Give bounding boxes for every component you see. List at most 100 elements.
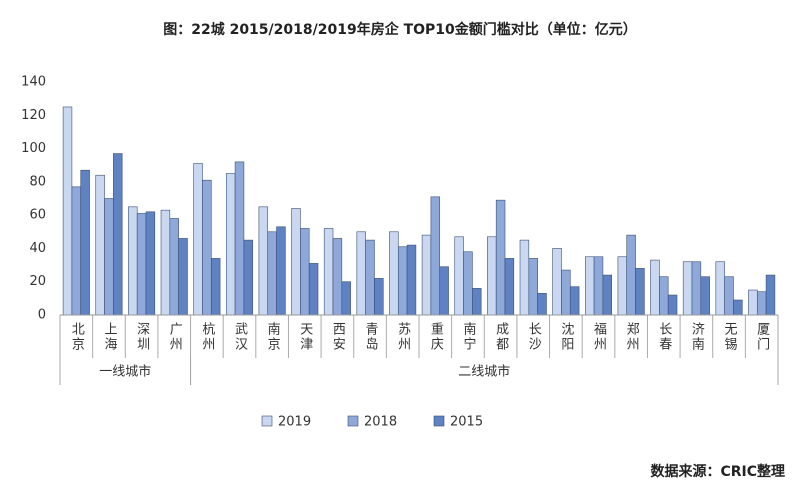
x-tick-label: 广州 [167,322,183,352]
x-tick-label: 杭州 [199,322,215,352]
bar [537,293,547,316]
bar [300,228,310,316]
x-tick-label: 重庆 [428,321,444,352]
bar [95,174,105,316]
bar [160,209,171,316]
bar [210,258,221,316]
bar [667,294,678,316]
x-tick-label: 西安 [330,322,346,352]
bar [365,239,375,316]
bar [276,226,286,316]
x-tick-label: 成都 [493,322,509,352]
x-tick-label: 武汉 [232,322,248,352]
y-tick-label: 120 [21,108,46,123]
legend-swatch [261,415,273,427]
legend-label: 2018 [364,415,397,430]
bar [145,211,156,316]
bar [323,228,334,316]
x-tick-label: 郑州 [624,322,640,352]
bar [291,208,301,316]
bar [650,259,660,316]
bar [389,231,399,316]
bar [258,206,269,316]
bar [659,276,669,316]
bar [691,261,702,316]
bar [202,179,212,316]
bar [421,234,432,316]
x-tick-label: 福州 [591,322,607,352]
x-tick-label: 苏州 [395,321,411,352]
bar [495,199,506,316]
y-tick-label: 60 [29,208,46,223]
bar [487,236,497,316]
bar [724,276,734,316]
x-tick-label: 南京 [265,321,281,352]
y-tick-label: 0 [38,308,46,323]
bar [552,248,562,316]
x-tick-label: 济南 [689,322,705,352]
bar [748,289,758,316]
bar [332,238,343,316]
y-tick-label: 40 [29,241,46,256]
bar [472,288,482,316]
bar [308,263,319,316]
bar [136,213,147,316]
bar [62,106,73,316]
x-tick-label: 南宁 [460,321,476,352]
y-tick-label: 100 [21,141,46,156]
bar [406,244,417,316]
bar [341,281,351,316]
bar [454,236,464,316]
bar [561,269,571,316]
bar [193,163,203,316]
legend-label: 2019 [278,415,311,430]
bar [715,261,725,316]
bar [765,274,776,316]
bar [169,218,179,316]
bar [397,246,408,316]
x-tick-label: 上海 [101,322,117,352]
bar [617,256,628,316]
bar [128,206,138,316]
bar [430,196,441,316]
bar [356,231,366,316]
bar [519,239,530,316]
bar [80,169,90,316]
x-tick-label: 无锡 [722,322,738,352]
bar [756,291,767,316]
group-label: 二线城市 [458,364,510,380]
bar [700,276,710,316]
bar [626,234,636,316]
bar [104,198,114,316]
x-tick-label: 长春 [656,322,672,352]
bar [584,256,595,316]
bar [593,256,604,316]
y-tick-label: 140 [21,75,46,90]
bar [528,258,538,316]
bar [267,231,277,316]
bar [602,274,613,316]
group-label: 一线城市 [99,364,151,380]
bar [374,278,384,316]
bar [569,286,580,316]
bar [234,161,245,316]
legend-label: 2015 [450,415,483,430]
bar [682,261,693,316]
bar [225,173,236,316]
x-tick-label: 深圳 [134,322,150,352]
bar [733,299,743,316]
x-tick-label: 天津 [297,322,313,352]
bar [243,239,254,316]
source-note: 数据来源：CRIC整理 [650,463,785,480]
y-tick-label: 80 [29,174,46,189]
bar [504,258,515,316]
x-tick-label: 青岛 [363,322,379,352]
x-tick-label: 长沙 [526,322,542,352]
x-tick-label: 厦门 [754,322,770,352]
legend-swatch [347,415,359,427]
bar [635,268,645,316]
bar [71,186,82,316]
legend-swatch [433,415,445,427]
chart-title: 图：22城 2015/2018/2019年房企 TOP10金额门槛对比（单位：亿… [163,21,637,38]
